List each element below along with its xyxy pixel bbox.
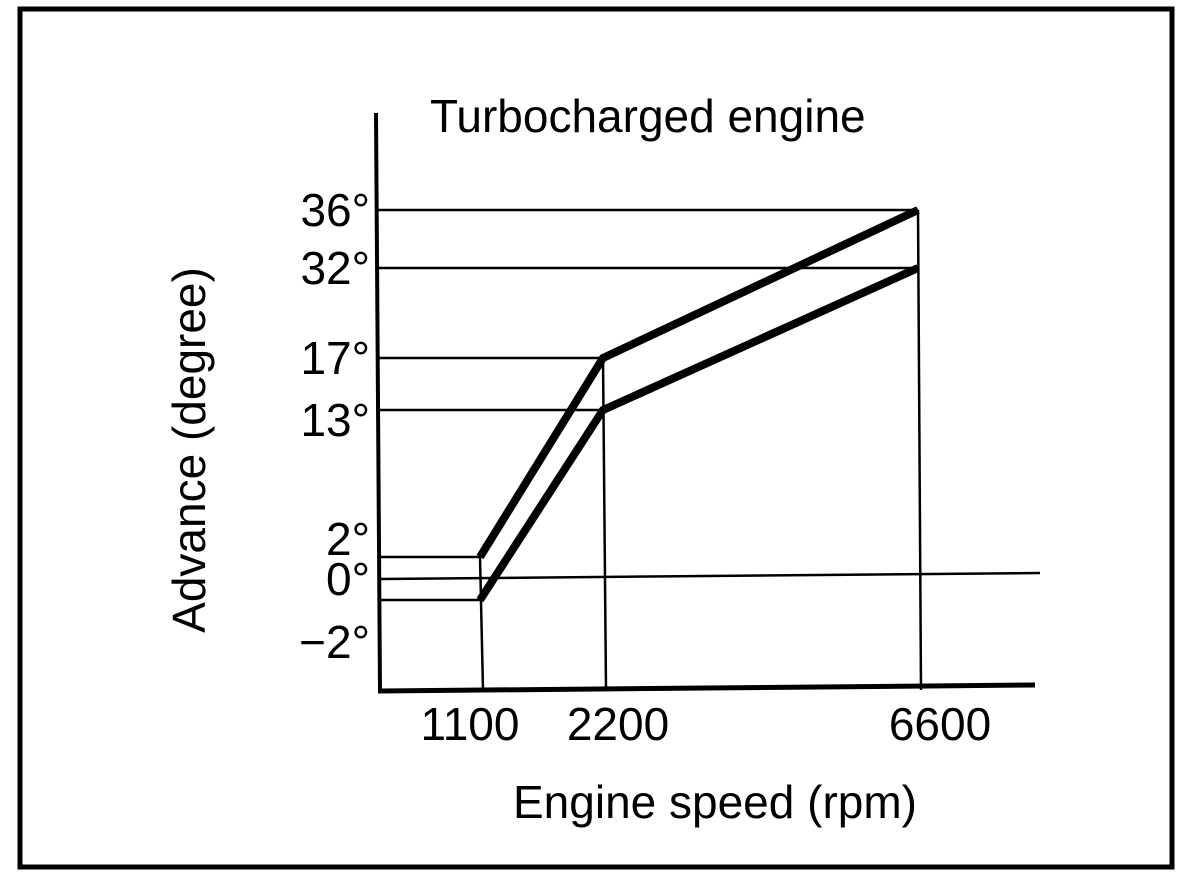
x-axis-label: Engine speed (rpm): [513, 776, 917, 828]
chart-title: Turbocharged engine: [430, 90, 866, 142]
y-tick-label: 13°: [300, 394, 370, 446]
y-tick-label: 17°: [300, 332, 370, 384]
x-tick-label: 6600: [889, 698, 991, 750]
series-line-0: [476, 206, 920, 560]
y-tick-label: 36°: [300, 184, 370, 236]
ref-line-x-6600: [916, 209, 923, 691]
series-line-1: [476, 264, 920, 603]
series-lines: [476, 206, 920, 603]
ref-line-y-0: [377, 571, 1041, 581]
ref-line-x-1100: [478, 556, 485, 691]
reference-lines: [377, 208, 1041, 691]
y-tick-label: 32°: [300, 242, 370, 294]
x-tick-label: 1100: [421, 698, 520, 750]
frame-border: [17, 6, 1175, 870]
x-tick-label: 2200: [567, 698, 669, 750]
y-tick-label: 0°: [326, 553, 370, 605]
y-tick-label: 2°: [326, 513, 370, 565]
y-axis-label: Advance (degree): [163, 267, 215, 633]
y-axis: [374, 112, 382, 693]
y-tick-label: −2°: [299, 616, 370, 668]
x-axis: [377, 682, 1036, 694]
